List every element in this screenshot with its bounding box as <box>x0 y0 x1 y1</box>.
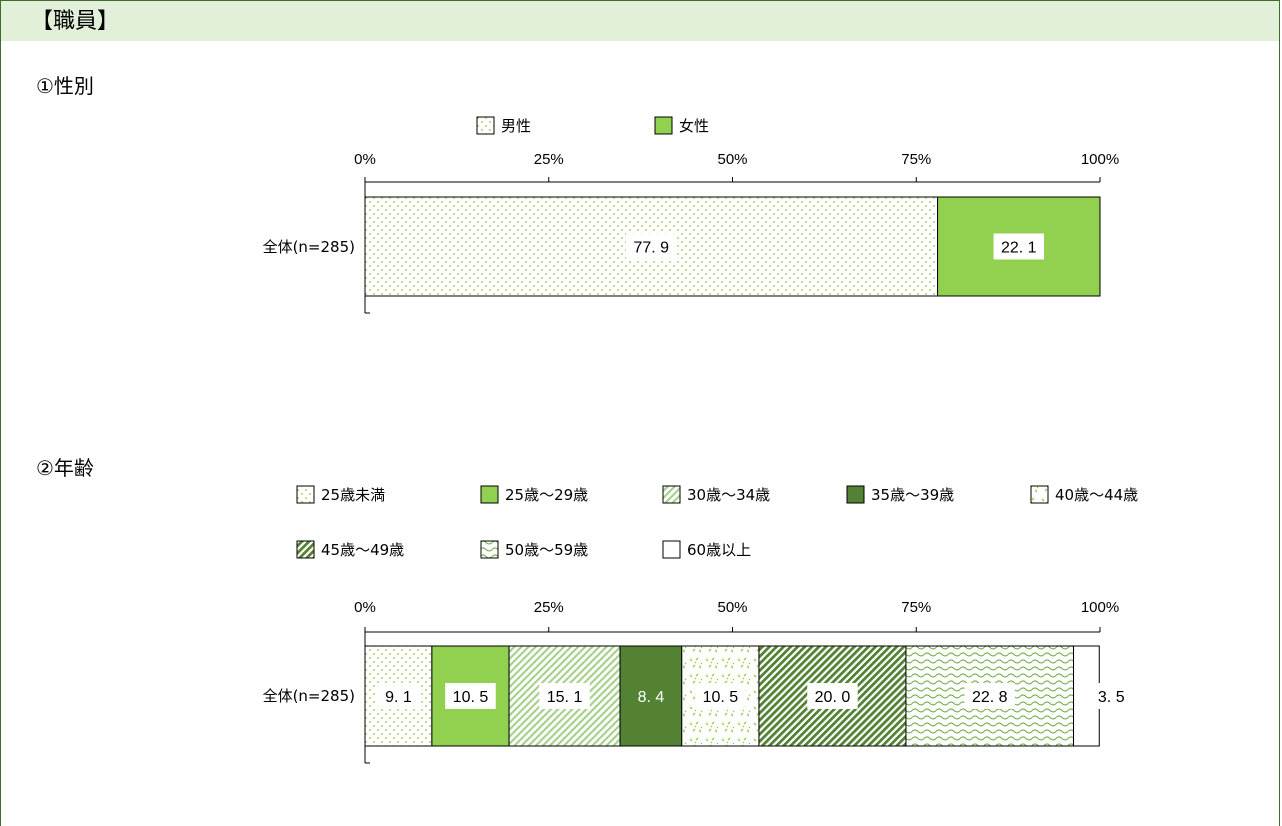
data-label-bg <box>695 683 746 709</box>
data-label: 77. 9 <box>633 240 669 257</box>
data-label: 22. 8 <box>972 689 1008 706</box>
data-label: 3. 5 <box>1098 689 1125 706</box>
data-label-bg <box>964 683 1015 709</box>
data-label: 10. 5 <box>453 689 489 706</box>
legend-swatch <box>1030 485 1049 504</box>
legend-label: 25歳未満 <box>321 486 385 504</box>
header-title: 【職員】 <box>31 9 120 34</box>
legend-label: 男性 <box>501 117 531 135</box>
legend-swatch <box>296 540 315 559</box>
legend-swatch <box>480 540 499 559</box>
category-label: 全体(n=285) <box>263 687 355 705</box>
data-label: 9. 1 <box>385 689 412 706</box>
legend-label: 40歳～44歳 <box>1055 486 1138 504</box>
legend-label: 30歳～34歳 <box>687 486 770 504</box>
data-label-bg <box>445 683 496 709</box>
legend-swatch <box>662 540 681 559</box>
data-label: 15. 1 <box>547 689 583 706</box>
x-tick-label: 25% <box>534 599 564 616</box>
legend-label: 50歳～59歳 <box>505 541 588 559</box>
legend-swatch <box>662 485 681 504</box>
x-tick-label: 100% <box>1081 151 1119 168</box>
data-label-bg <box>626 233 677 260</box>
x-tick-label: 50% <box>717 599 747 616</box>
data-label-bg <box>1090 683 1133 709</box>
x-tick-label: 25% <box>534 151 564 168</box>
x-tick-label: 75% <box>901 599 931 616</box>
legend-swatch <box>654 116 673 135</box>
data-label: 20. 0 <box>815 689 851 706</box>
data-label-bg <box>377 683 420 709</box>
legend-label: 女性 <box>679 117 709 135</box>
x-tick-label: 0% <box>354 599 376 616</box>
legend-label: 25歳～29歳 <box>505 486 588 504</box>
bar-segment <box>619 645 683 747</box>
data-label-bg <box>807 683 858 709</box>
x-tick-label: 75% <box>901 151 931 168</box>
data-label-bg <box>539 683 590 709</box>
legend-swatch <box>846 485 865 504</box>
legend-label: 45歳～49歳 <box>321 541 404 559</box>
legend-swatch <box>480 485 499 504</box>
section-title-age: ②年齢 <box>36 456 94 480</box>
x-tick-label: 0% <box>354 151 376 168</box>
legend-label: 35歳～39歳 <box>871 486 954 504</box>
data-label: 10. 5 <box>703 689 739 706</box>
legend-swatch <box>476 116 495 135</box>
data-label: 22. 1 <box>1001 240 1037 257</box>
data-label: 8. 4 <box>638 689 665 706</box>
x-tick-label: 50% <box>717 151 747 168</box>
data-label-bg <box>993 233 1045 260</box>
section-title-gender: ①性別 <box>36 74 94 98</box>
x-tick-label: 100% <box>1081 599 1119 616</box>
legend-swatch <box>296 485 315 504</box>
category-label: 全体(n=285) <box>263 238 355 256</box>
legend-label: 60歳以上 <box>687 541 751 559</box>
header-band: 【職員】 <box>1 1 1279 41</box>
